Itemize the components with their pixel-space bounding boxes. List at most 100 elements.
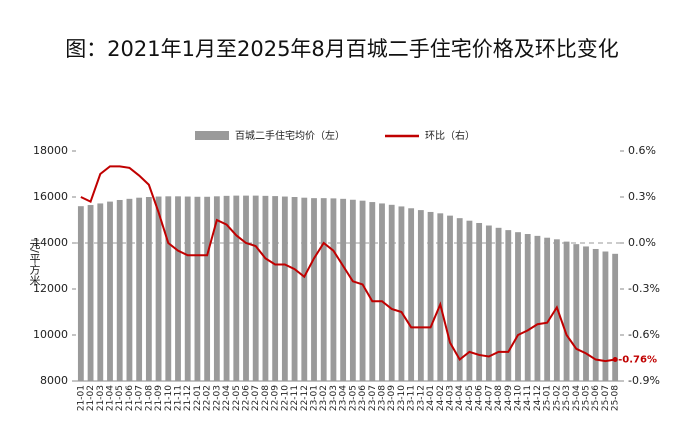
x-tick-label: 21-12 bbox=[183, 385, 193, 411]
x-tick-label: 24-01 bbox=[426, 385, 436, 411]
x-tick-label: 24-12 bbox=[533, 385, 543, 411]
bar bbox=[349, 199, 356, 381]
x-tick-label: 21-03 bbox=[96, 385, 106, 411]
x-tick-label: 24-05 bbox=[465, 385, 475, 411]
x-tick-label: 21-05 bbox=[115, 385, 125, 411]
bar bbox=[223, 195, 230, 381]
bar bbox=[77, 206, 84, 381]
x-tick-label: 25-03 bbox=[562, 385, 572, 411]
x-tick-label: 23-04 bbox=[339, 385, 349, 411]
x-tick-label: 23-01 bbox=[310, 385, 320, 411]
x-tick-label: 24-02 bbox=[436, 385, 446, 411]
bar bbox=[165, 196, 172, 381]
x-tick-label: 22-04 bbox=[222, 385, 232, 411]
legend-label: 环比（右） bbox=[425, 129, 475, 142]
x-tick-label: 23-03 bbox=[329, 385, 339, 411]
bar bbox=[495, 227, 502, 381]
x-tick-label: 25-06 bbox=[591, 385, 601, 411]
bar bbox=[573, 244, 580, 381]
data-label: -0.76% bbox=[618, 355, 657, 366]
x-tick-label: 25-01 bbox=[543, 385, 553, 411]
bar bbox=[184, 196, 191, 381]
x-tick-label: 22-03 bbox=[212, 385, 222, 411]
bar bbox=[252, 195, 259, 381]
bar bbox=[544, 237, 551, 381]
bar bbox=[145, 197, 152, 381]
x-tick-label: 23-10 bbox=[397, 385, 407, 411]
x-tick-label: 23-08 bbox=[378, 385, 388, 411]
y-tick-label: 12000 bbox=[33, 282, 68, 295]
y-tick-label: 14000 bbox=[33, 236, 68, 249]
bar bbox=[281, 196, 288, 381]
x-tick-label: 21-11 bbox=[174, 385, 184, 411]
x-tick-label: 21-10 bbox=[164, 385, 174, 411]
x-tick-label: 22-06 bbox=[242, 385, 252, 411]
x-tick-label: 21-04 bbox=[106, 385, 116, 411]
bar bbox=[612, 253, 619, 381]
bar bbox=[398, 206, 405, 381]
x-tick-label: 22-01 bbox=[193, 385, 203, 411]
x-tick-label: 23-09 bbox=[387, 385, 397, 411]
bar bbox=[379, 203, 385, 381]
bar bbox=[437, 213, 444, 381]
bar bbox=[262, 195, 269, 381]
x-tick-label: 22-07 bbox=[251, 385, 261, 411]
x-tick-label: 23-11 bbox=[407, 385, 417, 411]
x-tick-label: 22-09 bbox=[271, 385, 281, 411]
x-tick-label: 22-12 bbox=[300, 385, 310, 411]
x-tick-label: 25-05 bbox=[582, 385, 592, 411]
x-tick-label: 25-08 bbox=[611, 385, 621, 411]
bar bbox=[447, 215, 453, 381]
bar bbox=[136, 197, 143, 381]
bar bbox=[524, 234, 531, 381]
y2-tick-label: -0.9% bbox=[628, 374, 660, 387]
x-tick-label: 21-09 bbox=[154, 385, 164, 411]
x-tick-label: 21-02 bbox=[86, 385, 96, 411]
y-tick-label: 10000 bbox=[33, 328, 68, 341]
bar bbox=[476, 222, 483, 381]
x-tick-label: 25-02 bbox=[552, 385, 562, 411]
bar bbox=[320, 198, 327, 381]
x-tick-label: 23-02 bbox=[319, 385, 329, 411]
x-tick-label: 24-09 bbox=[504, 385, 514, 411]
bar bbox=[534, 235, 541, 381]
legend-label: 百城二手住宅均价（左） bbox=[235, 129, 345, 142]
point-marker bbox=[612, 357, 618, 363]
x-tick-label: 24-03 bbox=[446, 385, 456, 411]
bar bbox=[369, 202, 376, 381]
x-tick-label: 22-02 bbox=[203, 385, 213, 411]
x-tick-label: 25-04 bbox=[572, 385, 582, 411]
bar bbox=[388, 204, 395, 381]
x-tick-label: 23-07 bbox=[368, 385, 378, 411]
bar bbox=[466, 220, 473, 381]
bar bbox=[602, 251, 609, 381]
bar bbox=[417, 210, 424, 381]
x-tick-label: 21-01 bbox=[76, 385, 86, 411]
y2-tick-label: 0.6% bbox=[628, 144, 656, 157]
bar bbox=[505, 230, 512, 381]
y2-tick-label: -0.6% bbox=[628, 328, 660, 341]
bar bbox=[592, 248, 599, 381]
bar bbox=[97, 203, 104, 381]
x-tick-label: 24-06 bbox=[475, 385, 485, 411]
bar bbox=[427, 211, 434, 381]
bar bbox=[243, 195, 249, 381]
legend-swatch bbox=[195, 131, 229, 140]
x-tick-label: 25-07 bbox=[601, 385, 611, 411]
bar bbox=[291, 197, 298, 381]
bar bbox=[87, 205, 94, 381]
bar bbox=[204, 196, 211, 381]
line bbox=[80, 165, 616, 363]
bar bbox=[126, 198, 133, 381]
x-tick-label: 24-07 bbox=[484, 385, 494, 411]
x-tick-label: 22-08 bbox=[261, 385, 271, 411]
bar bbox=[213, 196, 220, 381]
bar bbox=[107, 201, 113, 381]
x-tick-label: 21-07 bbox=[135, 385, 145, 411]
y2-tick-label: -0.3% bbox=[628, 282, 660, 295]
bar bbox=[233, 195, 240, 381]
x-tick-label: 24-10 bbox=[514, 385, 524, 411]
bar bbox=[359, 200, 366, 381]
bar bbox=[116, 199, 123, 381]
